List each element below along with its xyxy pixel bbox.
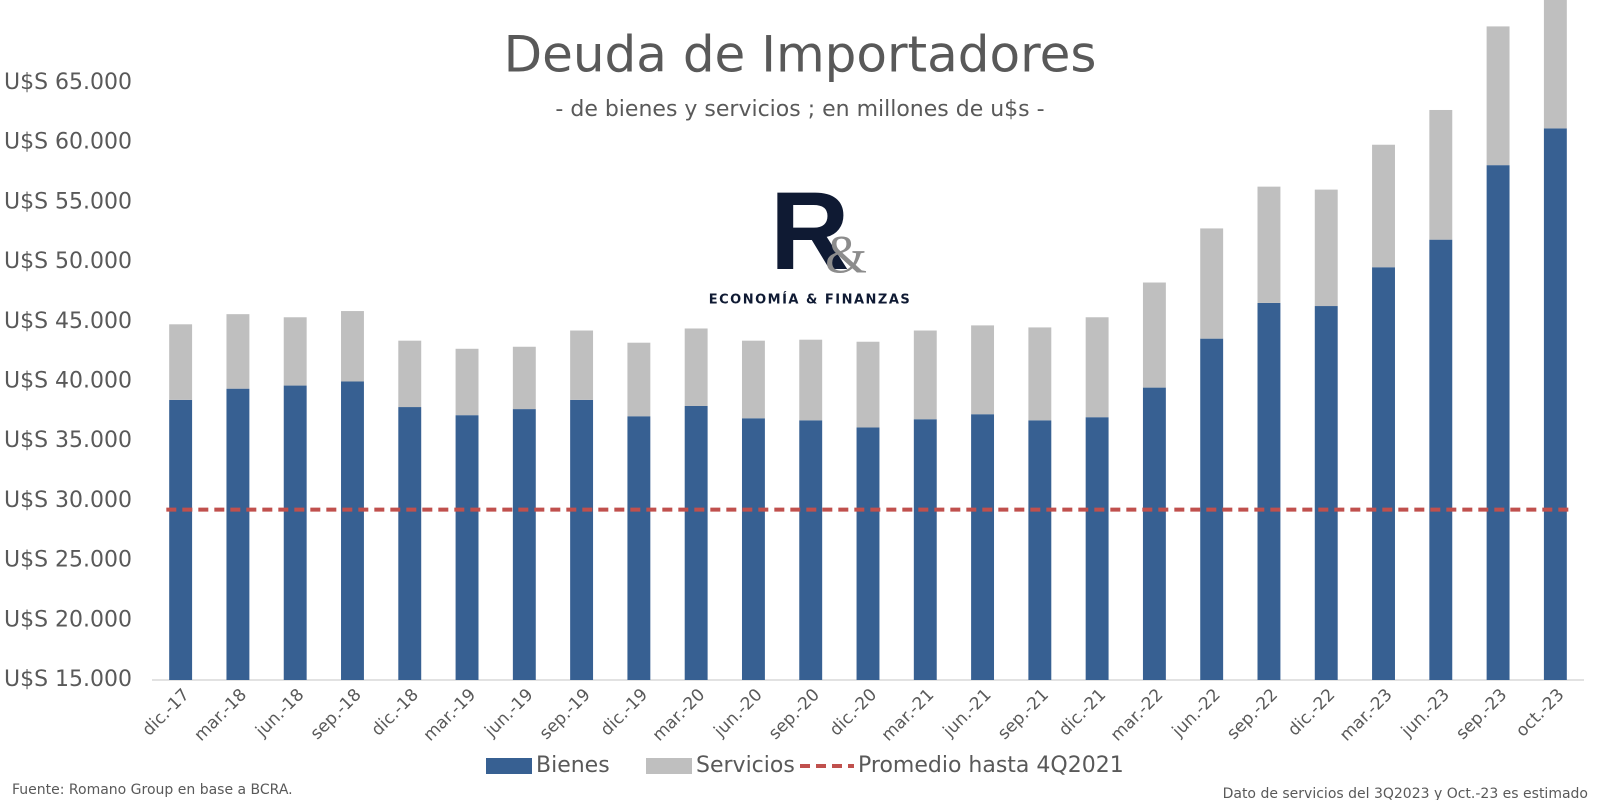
bar-segment — [1543, 128, 1567, 680]
bar-segment — [684, 328, 708, 406]
y-tick-label: U$S 35.000 — [4, 428, 132, 453]
x-tick-label: jun.-21 — [939, 685, 996, 742]
bar-segment — [1085, 417, 1109, 680]
y-tick-label: U$S 45.000 — [4, 309, 132, 334]
legend-label: Promedio hasta 4Q2021 — [858, 753, 1124, 778]
bar-segment — [1257, 186, 1281, 303]
x-tick-label: mar.-19 — [420, 685, 481, 746]
bar-segment — [913, 419, 937, 680]
x-tick-label: mar.-23 — [1336, 685, 1397, 746]
x-tick-label: sep.-19 — [536, 685, 595, 744]
legend-swatch — [646, 758, 692, 774]
bar-segment — [913, 330, 937, 420]
bar-segment — [1085, 317, 1109, 418]
bar-segment — [741, 418, 765, 680]
bar-segment — [283, 317, 307, 386]
bar-segment — [1543, 0, 1567, 129]
bar-segment — [455, 348, 479, 416]
bar-segment — [1028, 420, 1052, 680]
bar-segment — [971, 325, 995, 415]
y-tick-label: U$S 65.000 — [4, 70, 132, 95]
y-tick-label: U$S 15.000 — [4, 667, 132, 692]
x-tick-label: jun.-19 — [481, 685, 538, 742]
x-tick-label: sep.-20 — [765, 685, 824, 744]
bar-segment — [1429, 239, 1453, 680]
legend-swatch — [486, 758, 532, 774]
x-tick-label: oct.-23 — [1512, 685, 1568, 741]
source: Fuente: Romano Group en base a BCRA. — [12, 782, 293, 798]
bar-segment — [512, 409, 536, 680]
x-tick-label: mar.-18 — [190, 685, 251, 746]
bar-segment — [856, 427, 880, 680]
y-tick-label: U$S 55.000 — [4, 189, 132, 214]
x-tick-label: mar.-22 — [1107, 685, 1168, 746]
bar-segment — [341, 311, 364, 382]
y-tick-label: U$S 30.000 — [4, 488, 132, 513]
bar-segment — [1372, 144, 1395, 268]
x-tick-label: sep.-23 — [1452, 685, 1511, 744]
y-tick-label: U$S 25.000 — [4, 548, 132, 573]
bar-segment — [512, 346, 536, 410]
bar-segment — [1486, 26, 1510, 166]
y-tick-label: U$S 20.000 — [4, 607, 132, 632]
x-tick-label: dic.-18 — [368, 685, 423, 740]
bar-segment — [799, 339, 823, 421]
bar-segment — [1142, 282, 1166, 388]
x-tick-label: dic.-22 — [1284, 685, 1339, 740]
bar-segment — [1257, 302, 1281, 680]
bar-segment — [283, 385, 307, 680]
logo-text: ECONOMÍA & FINANZAS — [709, 292, 912, 308]
legend-label: Bienes — [536, 753, 610, 778]
bar-segment — [1429, 109, 1453, 240]
x-tick-label: jun.-20 — [710, 685, 767, 742]
y-tick-label: U$S 40.000 — [4, 369, 132, 394]
x-tick-label: jun.-18 — [251, 685, 308, 742]
x-tick-label: dic.-21 — [1055, 685, 1110, 740]
x-tick-label: jun.-22 — [1168, 685, 1225, 742]
bar-segment — [856, 341, 880, 428]
logo-letter: R — [770, 170, 849, 293]
bar-segment — [741, 340, 765, 419]
bar-segment — [1028, 327, 1052, 421]
bar-segment — [226, 314, 250, 389]
bar-segment — [455, 415, 479, 680]
bar-segment — [226, 388, 250, 680]
bar-segment — [1142, 387, 1166, 680]
bar-segment — [169, 399, 193, 680]
bar-segment — [398, 340, 422, 408]
x-tick-label: dic.-20 — [826, 685, 881, 740]
bar-segment — [627, 416, 651, 680]
bar-segment — [1314, 189, 1338, 307]
bar-segment — [570, 330, 594, 400]
y-tick-label: U$S 60.000 — [4, 130, 132, 155]
chart-title: Deuda de Importadores — [504, 26, 1097, 84]
x-tick-label: mar.-21 — [878, 685, 939, 746]
bar-segment — [169, 324, 193, 400]
bar-segment — [1486, 165, 1510, 680]
bar-segment — [684, 405, 708, 680]
bar-segment — [1314, 306, 1338, 680]
bar-segment — [398, 407, 422, 680]
bar-segment — [799, 420, 823, 680]
x-tick-label: sep.-18 — [307, 685, 366, 744]
bar-segment — [971, 414, 995, 680]
x-tick-label: mar.-20 — [649, 685, 710, 746]
logo-symbol: & — [825, 224, 867, 284]
bar-segment — [1200, 228, 1224, 339]
y-tick-label: U$S 50.000 — [4, 249, 132, 274]
x-tick-label: sep.-22 — [1223, 685, 1282, 744]
note: Dato de servicios del 3Q2023 y Oct.-23 e… — [1223, 786, 1588, 800]
x-tick-label: sep.-21 — [994, 685, 1053, 744]
logo: R & ECONOMÍA & FINANZAS — [709, 170, 912, 308]
x-tick-label: dic.-17 — [139, 685, 194, 740]
bar-segment — [570, 399, 594, 680]
bar-segment — [627, 342, 651, 417]
bar-segment — [1372, 267, 1395, 680]
bar-segment — [341, 381, 364, 680]
x-tick-label: dic.-19 — [597, 685, 652, 740]
chart-subtitle: - de bienes y servicios ; en millones de… — [555, 97, 1044, 122]
x-tick-label: jun.-23 — [1397, 685, 1454, 742]
legend-label: Servicios — [696, 753, 795, 778]
